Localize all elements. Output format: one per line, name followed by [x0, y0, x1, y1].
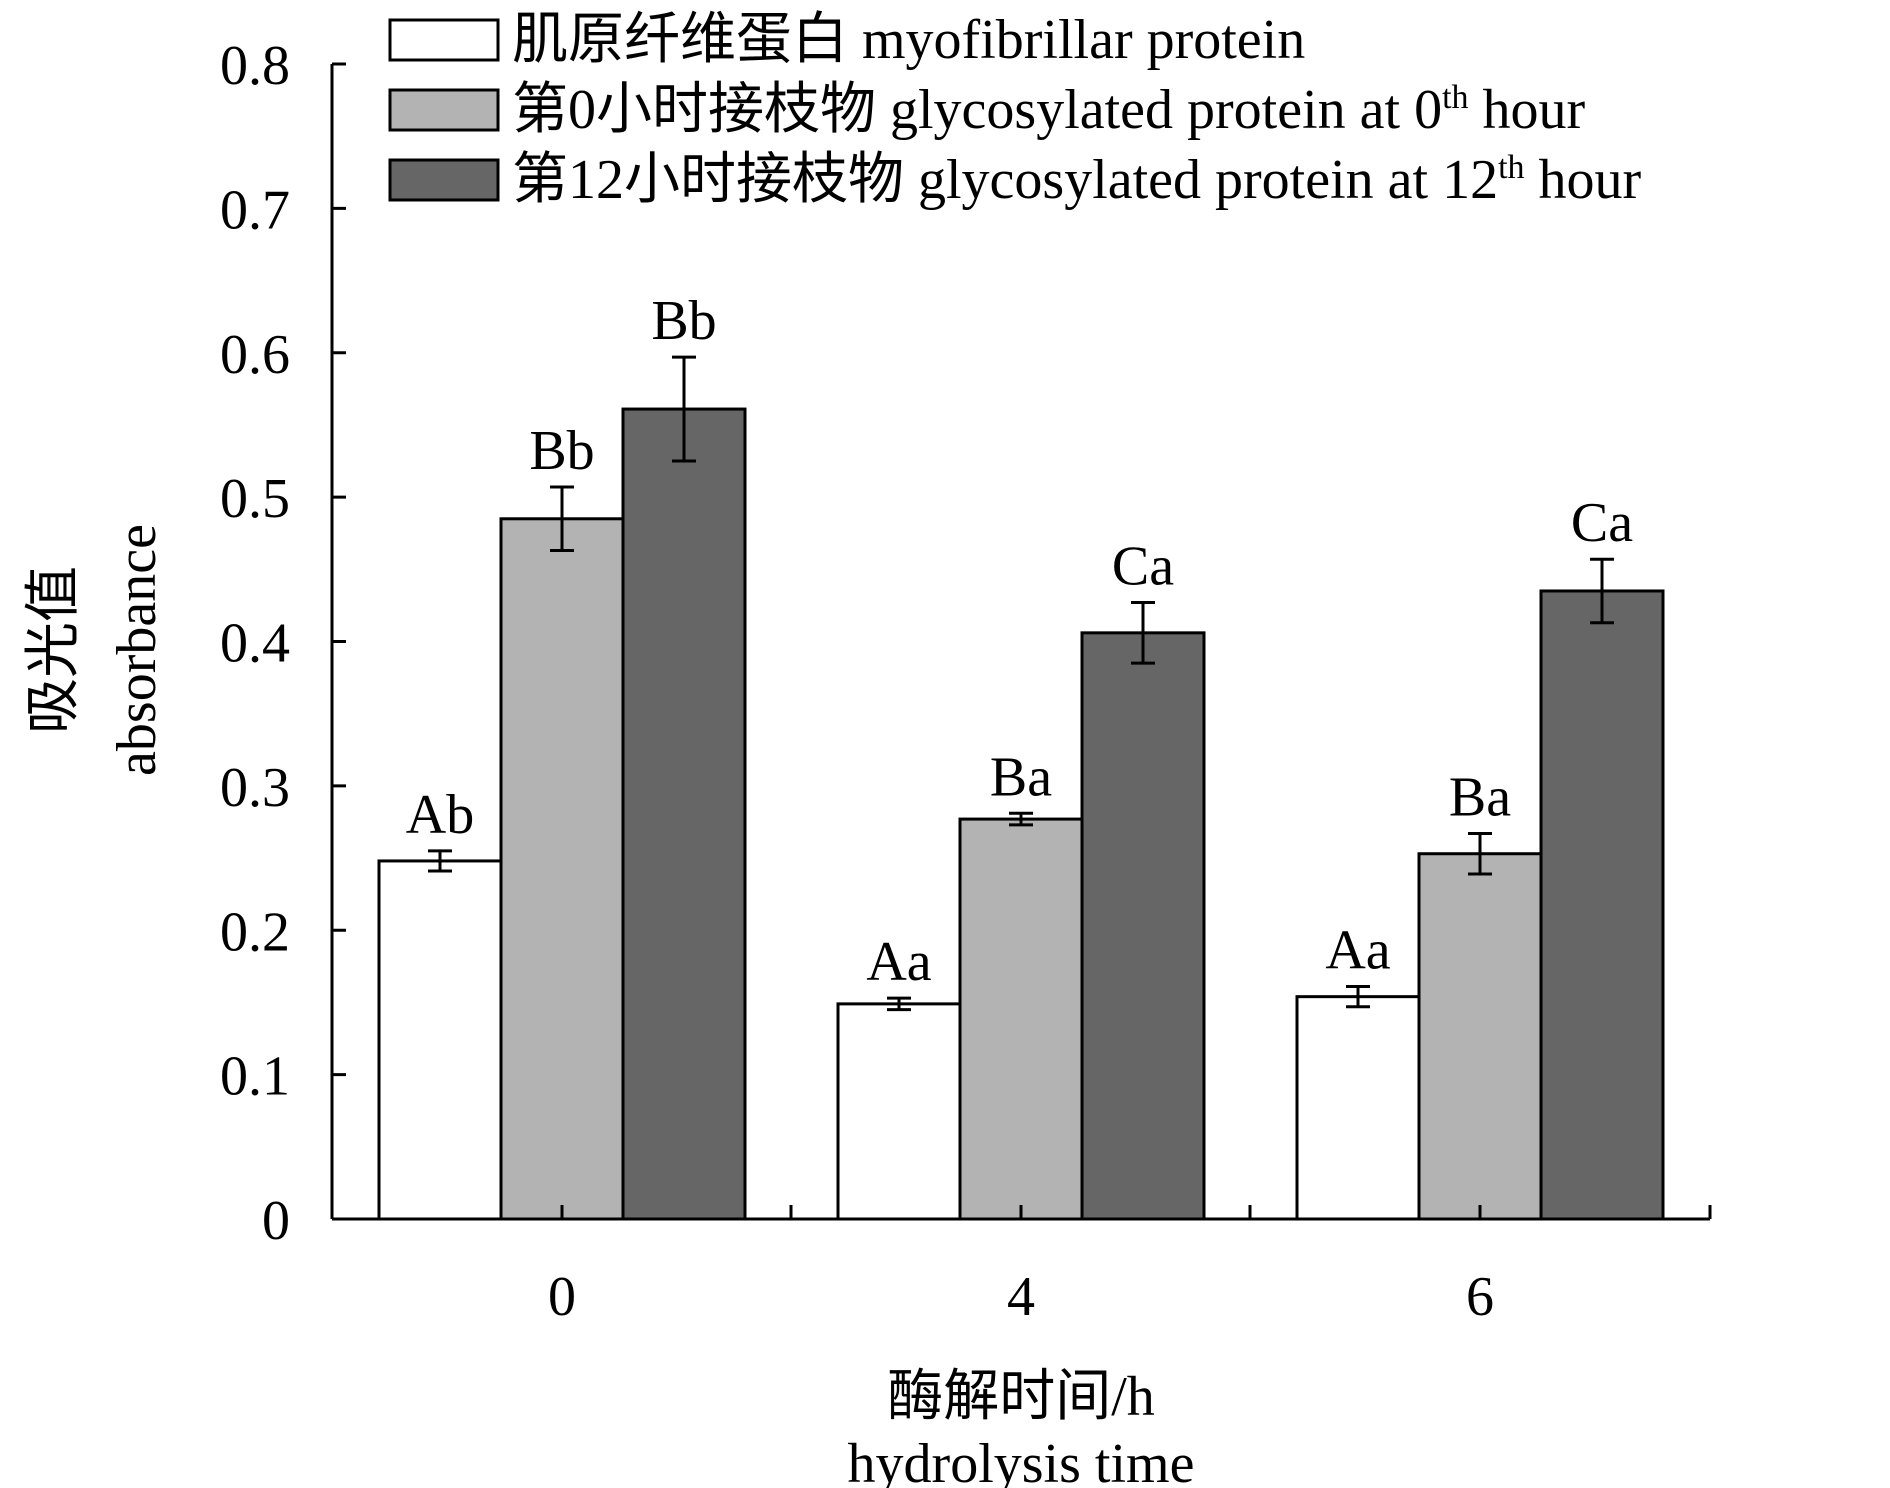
bar: [1417, 852, 1543, 1221]
bar: [499, 517, 625, 1221]
significance-label: Ca: [1112, 536, 1174, 598]
x-tick-label: 6: [1466, 1266, 1494, 1328]
y-tick-label: 0.5: [220, 468, 290, 530]
x-axis-title-en: hydrolysis time: [848, 1433, 1195, 1488]
legend-swatch-myofibrillar: [388, 18, 500, 62]
bars: [377, 407, 1665, 1221]
error-bars: [428, 355, 1614, 1012]
x-tick-label: 0: [548, 1266, 576, 1328]
legend-label-myofibrillar: 肌原纤维蛋白 myofibrillar protein: [512, 9, 1305, 71]
significance-label: Ba: [1449, 767, 1511, 829]
x-axis-title-cn: 酶解时间/h: [887, 1366, 1155, 1428]
significance-label: Ab: [406, 784, 474, 846]
y-tick-label: 0: [262, 1190, 290, 1252]
y-tick-label: 0.1: [220, 1046, 290, 1108]
y-tick-label: 0.2: [220, 901, 290, 963]
significance-label: Bb: [651, 290, 716, 352]
significance-label: Ca: [1571, 492, 1633, 554]
legend-label-glycosylated-0h: 第0小时接枝物 glycosylated protein at 0th hour: [512, 79, 1586, 141]
y-tick-label: 0.3: [220, 757, 290, 819]
y-axis-title-en: absorbance: [106, 524, 168, 776]
significance-labels: Ab Aa Aa Bb Ba Ba Bb Ca Ca: [406, 290, 1633, 993]
significance-label: Aa: [1325, 920, 1390, 982]
y-axis-title-cn: 吸光值: [23, 566, 85, 734]
y-ticks: 0 0.1 0.2 0.3 0.4 0.5 0.6 0.7 0.8: [220, 35, 346, 1252]
y-tick-label: 0.7: [220, 179, 290, 241]
significance-label: Ba: [990, 746, 1052, 808]
bar: [1295, 995, 1421, 1221]
y-tick-label: 0.6: [220, 324, 290, 386]
bar: [1080, 631, 1206, 1221]
legend-swatch-glycosylated-12h: [388, 158, 500, 202]
bar: [1539, 589, 1665, 1221]
bar: [958, 817, 1084, 1221]
legend-swatch-glycosylated-0h: [388, 88, 500, 132]
legend-label-glycosylated-12h: 第12小时接枝物 glycosylated protein at 12th ho…: [512, 149, 1642, 211]
bar: [621, 407, 747, 1221]
legend: 肌原纤维蛋白 myofibrillar protein 第0小时接枝物 glyc…: [388, 9, 1642, 211]
y-tick-label: 0.8: [220, 35, 290, 97]
x-ticks: 0 4 6: [330, 1205, 1712, 1328]
y-tick-label: 0.4: [220, 613, 290, 675]
bar: [377, 859, 503, 1221]
significance-label: Aa: [866, 931, 931, 993]
bar: [836, 1002, 962, 1221]
significance-label: Bb: [529, 420, 594, 482]
x-tick-label: 4: [1007, 1266, 1035, 1328]
